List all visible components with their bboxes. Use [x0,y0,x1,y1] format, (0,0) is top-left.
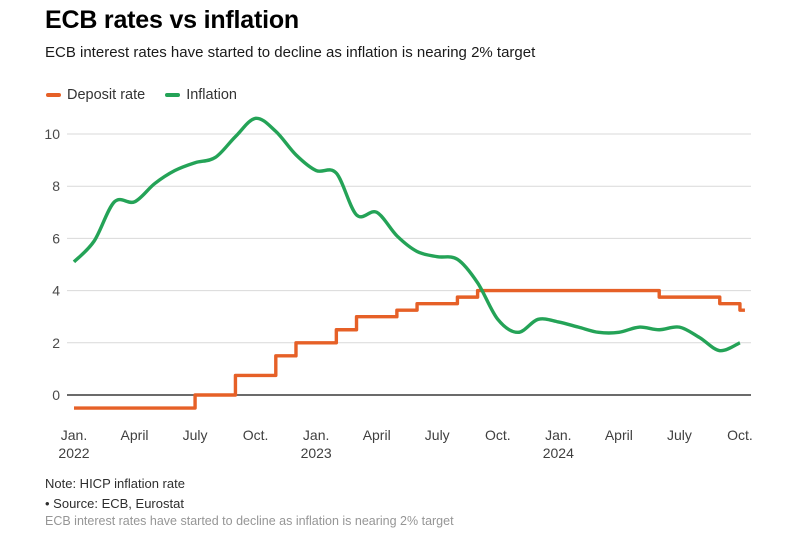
x-tick-label: April [605,427,633,443]
x-tick-year-label: 2024 [543,445,574,461]
x-tick-label: Jan. [545,427,571,443]
deposit-rate-swatch-icon [46,93,61,97]
y-tick-label: 6 [52,230,60,246]
x-tick-year-label: 2022 [58,445,89,461]
chart-title: ECB rates vs inflation [45,6,299,34]
legend-label-deposit-rate: Deposit rate [67,87,146,103]
x-tick-label: Oct. [243,427,269,443]
legend-item-deposit-rate: Deposit rate [46,87,145,103]
legend: Deposit rate Inflation [46,87,237,103]
x-tick-label: July [667,427,692,443]
inflation-line [72,116,741,353]
y-tick-label: 0 [52,387,60,403]
x-tick-label: July [425,427,450,443]
x-tick-label: Oct. [727,427,753,443]
deposit-rate-line [74,288,745,410]
legend-item-inflation: Inflation [165,87,237,103]
x-tick-label: Jan. [61,427,87,443]
x-tick-label: July [183,427,208,443]
x-tick-label: Jan. [303,427,329,443]
x-tick-label: April [363,427,391,443]
y-tick-label: 10 [44,126,60,142]
y-tick-label: 8 [52,178,60,194]
chart-caption: ECB interest rates have started to decli… [45,514,454,528]
chart-source: • Source: ECB, Eurostat [45,496,184,511]
inflation-swatch-icon [165,93,181,97]
x-tick-label: Oct. [485,427,511,443]
chart-subtitle: ECB interest rates have started to decli… [45,44,536,61]
legend-label-inflation: Inflation [186,87,237,103]
y-tick-label: 4 [52,283,60,299]
x-tick-year-label: 2023 [301,445,332,461]
y-tick-label: 2 [52,335,60,351]
x-tick-label: April [121,427,149,443]
chart-note: Note: HICP inflation rate [45,476,185,491]
